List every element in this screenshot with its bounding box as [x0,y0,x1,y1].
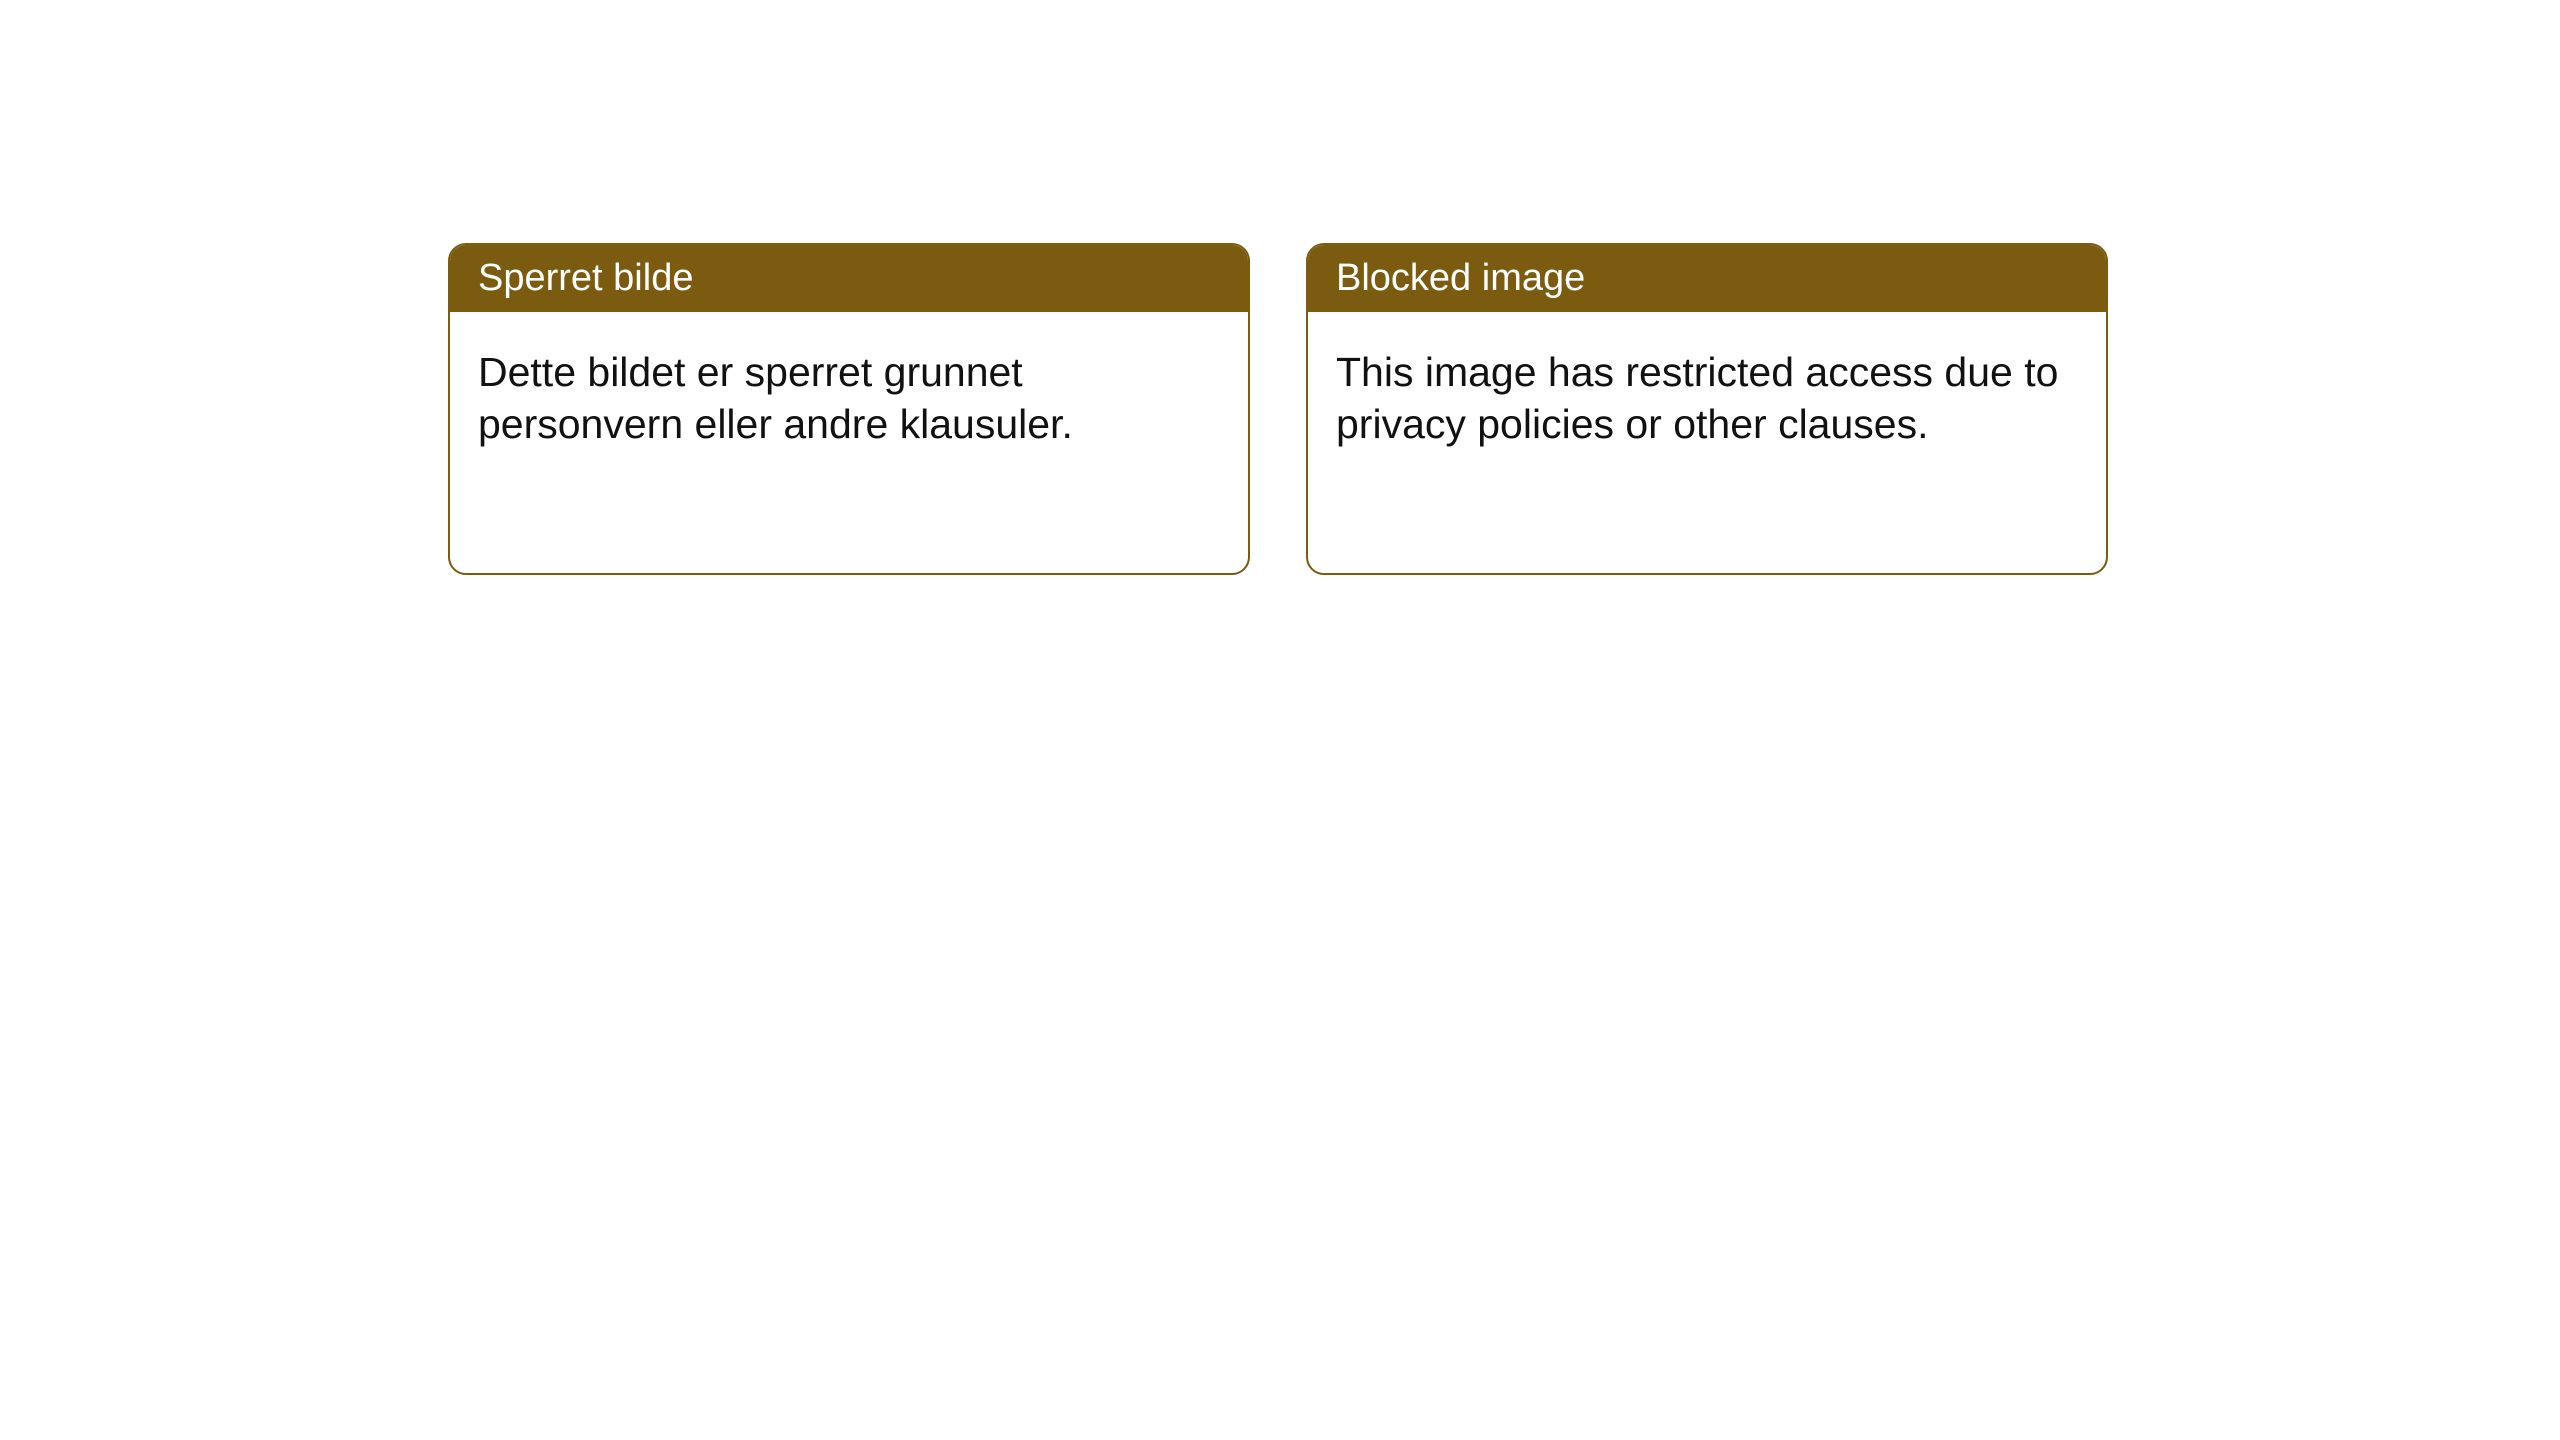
card-title: Sperret bilde [450,245,1248,312]
card-body: This image has restricted access due to … [1308,312,2106,478]
notice-container: Sperret bilde Dette bildet er sperret gr… [0,0,2560,575]
card-title: Blocked image [1308,245,2106,312]
blocked-image-card-no: Sperret bilde Dette bildet er sperret gr… [448,243,1250,575]
blocked-image-card-en: Blocked image This image has restricted … [1306,243,2108,575]
card-body: Dette bildet er sperret grunnet personve… [450,312,1248,478]
